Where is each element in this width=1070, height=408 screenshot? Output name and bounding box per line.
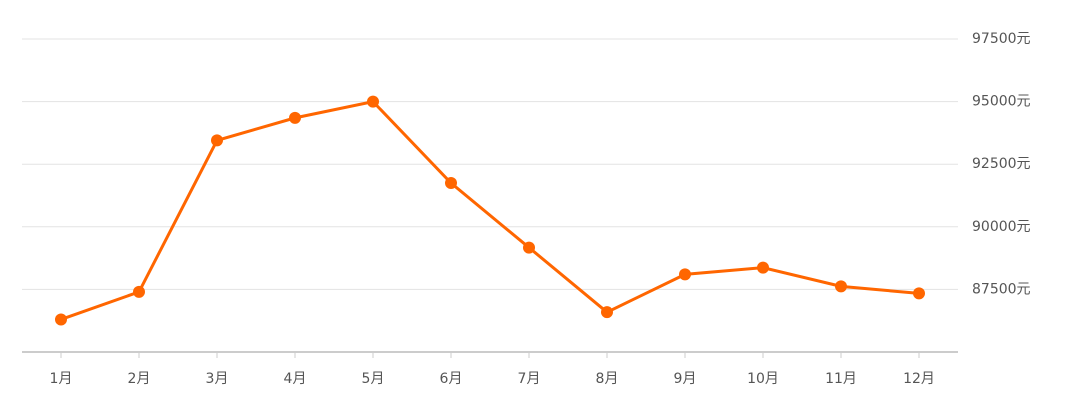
point bbox=[601, 306, 613, 319]
point bbox=[913, 287, 925, 300]
line bbox=[60, 99, 920, 321]
y-tick-label: 87500元 bbox=[972, 281, 1031, 297]
point bbox=[445, 176, 457, 189]
y-tick-label: 92500元 bbox=[972, 156, 1031, 172]
x-tick-label: 9月 bbox=[674, 371, 697, 387]
x-tick-label: 3月 bbox=[206, 371, 229, 387]
x-tick-label: 2月 bbox=[128, 371, 151, 387]
y-tick-label: 90000元 bbox=[972, 219, 1031, 235]
x-tick-label: 8月 bbox=[596, 371, 619, 387]
x-tick-label: 10月 bbox=[747, 371, 779, 387]
point bbox=[211, 134, 223, 147]
x-tick-label: 12月 bbox=[903, 371, 935, 387]
point bbox=[523, 241, 535, 254]
point bbox=[835, 280, 847, 293]
x-tick-label: 11月 bbox=[825, 371, 857, 387]
point bbox=[367, 95, 379, 108]
point bbox=[133, 285, 145, 298]
point bbox=[289, 111, 301, 124]
x-tick-label: 1月 bbox=[50, 371, 73, 387]
y-tick-label: 97500元 bbox=[972, 31, 1031, 47]
x-tick-label: 5月 bbox=[362, 371, 385, 387]
x-tick-label: 4月 bbox=[284, 371, 307, 387]
point bbox=[55, 313, 67, 326]
x-tick-label: 7月 bbox=[518, 371, 541, 387]
point bbox=[757, 261, 769, 274]
point bbox=[679, 268, 691, 281]
x-tick-label: 6月 bbox=[440, 371, 463, 387]
y-tick-label: 95000元 bbox=[972, 94, 1031, 110]
